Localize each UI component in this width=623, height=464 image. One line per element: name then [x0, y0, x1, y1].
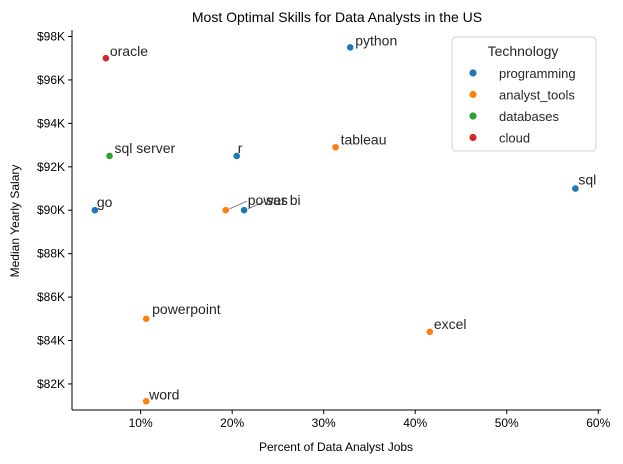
label-r: r [238, 140, 243, 156]
x-tick-label: 30% [312, 416, 336, 430]
label-word: word [148, 386, 179, 402]
legend-frame [451, 36, 597, 152]
y-tick-label: $98K [37, 30, 65, 44]
point-r [232, 152, 241, 160]
y-tick-label: $86K [37, 290, 65, 304]
label-sas: sas [266, 192, 288, 208]
x-tick-label: 40% [403, 416, 427, 430]
x-axis-ticks: 10% 20% 30% 40% 50% 60% [129, 410, 611, 430]
legend-label-analyst-tools: analyst_tools [499, 88, 575, 103]
point-powerpoint [142, 314, 151, 323]
legend-marker-programming [469, 69, 477, 77]
label-oracle: oracle [110, 43, 148, 59]
point-sql-server [105, 152, 114, 160]
y-tick-label: $94K [37, 116, 65, 130]
legend-entries: programming analyst_tools databases cloud [469, 66, 576, 146]
label-excel: excel [434, 316, 467, 332]
y-tick-label: $96K [37, 73, 65, 87]
x-tick-label: 60% [586, 416, 610, 430]
data-points [90, 43, 580, 406]
label-python: python [355, 32, 397, 48]
legend: Technology programming analyst_toolsdatab… [451, 36, 597, 152]
legend-title: Technology [488, 43, 559, 59]
chart-title: Most Optimal Skills for Data Analysts in… [192, 9, 482, 25]
y-tick-label: $92K [37, 160, 65, 174]
connector-sas [246, 200, 266, 210]
legend-marker-analyst-tools [469, 90, 477, 99]
label-power-bi: power bi [248, 192, 301, 208]
y-axis-title: Median Yearly Salary [8, 165, 22, 278]
y-tick-label: $88K [37, 247, 65, 261]
label-go: go [97, 194, 113, 210]
point-word [142, 397, 151, 406]
y-tick-label: $90K [37, 203, 65, 217]
label-connectors [228, 200, 266, 210]
point-power-bi [221, 206, 230, 215]
y-axis-ticks: $82K $84K $86K $88K $90K $92K $94K $96K $98K [37, 30, 72, 391]
legend-marker-cloud [469, 133, 477, 142]
point-oracle [101, 54, 110, 63]
x-tick-label: 50% [495, 416, 519, 430]
x-tick-label: 10% [129, 416, 153, 430]
point-python [346, 43, 355, 52]
point-go [90, 206, 99, 215]
connector-power-bi [228, 200, 247, 210]
label-powerpoint: powerpoint [152, 301, 221, 317]
legend-marker-databases [469, 112, 477, 120]
y-tick-label: $82K [37, 377, 65, 391]
legend-label-databases: databases [499, 109, 559, 124]
point-tableau [331, 143, 340, 152]
legend-label-cloud: cloud [499, 131, 530, 146]
label-sql: sql [578, 172, 596, 188]
point-sas [240, 206, 248, 215]
label-sql-server: sql server [115, 140, 176, 156]
x-tick-label: 20% [220, 416, 244, 430]
point-excel [425, 327, 434, 336]
point-labels: python oracle tableau r sql server sql go power… [97, 32, 596, 402]
point-sql [571, 184, 580, 193]
label-tableau: tableau [341, 131, 387, 147]
legend-label-programming: programming [499, 66, 576, 81]
y-tick-label: $84K [37, 334, 65, 348]
x-axis-title: Percent of Data Analyst Jobs [259, 440, 413, 454]
